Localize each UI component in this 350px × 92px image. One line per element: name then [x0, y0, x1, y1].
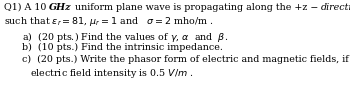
Text: such that $\varepsilon_r = 81$, $\mu_r = 1$ and   $\sigma = 2$ mho/m .: such that $\varepsilon_r = 81$, $\mu_r =… [4, 15, 214, 28]
Text: Q1) A 10: Q1) A 10 [4, 3, 49, 12]
Text: direction: direction [321, 3, 350, 12]
Text: electric field intensity is 0.5 $V/m$ .: electric field intensity is 0.5 $V/m$ . [30, 67, 194, 80]
Text: b)  (10 pts.) Find the intrinsic impedance.: b) (10 pts.) Find the intrinsic impedanc… [22, 43, 223, 52]
Text: GHz: GHz [49, 3, 72, 12]
Text: c)  (20 pts.) Write the phasor form of electric and magnetic fields, if the ampl: c) (20 pts.) Write the phasor form of el… [22, 55, 350, 64]
Text: a)  (20 pts.) Find the values of $\gamma$, $\alpha$  and  $\beta$.: a) (20 pts.) Find the values of $\gamma$… [22, 30, 228, 44]
Text: uniform plane wave is propagating along the +z −: uniform plane wave is propagating along … [72, 3, 321, 12]
